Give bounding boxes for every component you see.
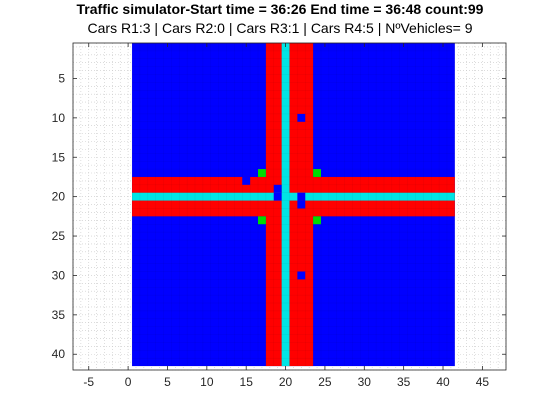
x-tick-label: 0 — [125, 375, 132, 389]
y-tick-label: 40 — [52, 347, 66, 361]
car-cell — [297, 114, 305, 122]
x-tick-label: 40 — [436, 375, 450, 389]
x-tick-label: 25 — [318, 375, 332, 389]
y-tick-label: 10 — [52, 111, 66, 125]
x-tick-label: -5 — [83, 375, 94, 389]
car-cell — [274, 193, 282, 201]
signal-cell — [313, 169, 321, 177]
car-cell — [242, 177, 250, 185]
y-tick-label: 25 — [52, 229, 66, 243]
signal-cell — [313, 216, 321, 224]
car-cell — [274, 185, 282, 193]
x-tick-label: 10 — [200, 375, 214, 389]
x-tick-label: 15 — [240, 375, 254, 389]
car-cell — [297, 272, 305, 280]
y-tick-label: 35 — [52, 308, 66, 322]
car-cell — [297, 201, 305, 209]
x-tick-label: 30 — [358, 375, 372, 389]
y-tick-label: 5 — [58, 71, 65, 85]
signal-cell — [258, 216, 266, 224]
signal-cell — [258, 169, 266, 177]
y-tick-label: 20 — [52, 190, 66, 204]
vertical-lane-divider — [282, 43, 290, 366]
x-tick-label: 5 — [164, 375, 171, 389]
y-tick-label: 30 — [52, 268, 66, 282]
x-tick-label: 20 — [279, 375, 293, 389]
x-tick-label: 45 — [476, 375, 490, 389]
y-tick-label: 15 — [52, 150, 66, 164]
horizontal-lane-divider — [132, 193, 455, 201]
car-cell — [297, 193, 305, 201]
x-tick-label: 35 — [397, 375, 411, 389]
